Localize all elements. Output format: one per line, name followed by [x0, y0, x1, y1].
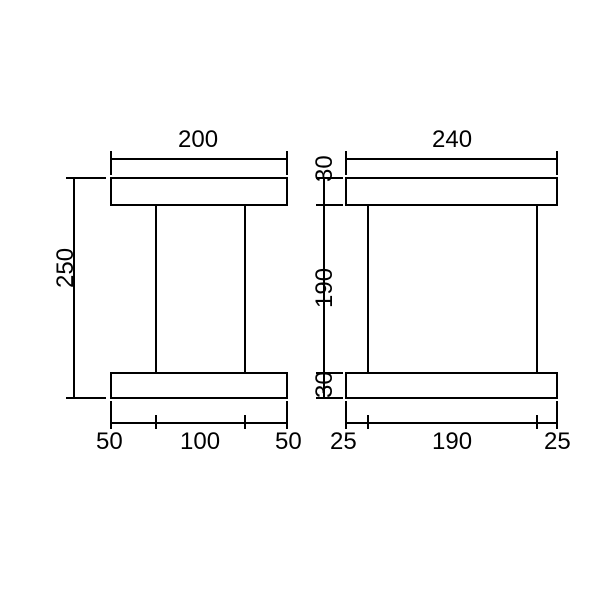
- left-top-rect-l: [110, 177, 112, 206]
- dim-tick: [155, 415, 157, 429]
- right-top-rect-bottom: [345, 204, 558, 206]
- right-bot-rect-l: [345, 372, 347, 399]
- dim-tick: [286, 151, 288, 175]
- left-bot-rect-r: [286, 372, 288, 399]
- right-leg-l: [367, 204, 369, 372]
- dim-tick: [110, 151, 112, 175]
- dim-tick: [367, 415, 369, 429]
- dim-line: [73, 177, 75, 399]
- dim-tick: [536, 415, 538, 429]
- left-bot-rect-l: [110, 372, 112, 399]
- dim-label-50b: 50: [275, 430, 302, 454]
- dim-label-190v: 190: [313, 268, 337, 308]
- dim-tick: [66, 177, 106, 179]
- left-leg-l: [155, 204, 157, 372]
- dim-tick: [556, 401, 558, 429]
- right-top-rect-l: [345, 177, 347, 206]
- dim-tick: [316, 204, 343, 206]
- left-bot-rect-bottom: [110, 397, 288, 399]
- dim-tick: [110, 401, 112, 429]
- dim-label-100: 100: [180, 430, 220, 454]
- dim-tick: [345, 401, 347, 429]
- dim-label-25b: 25: [544, 430, 571, 454]
- dim-line: [110, 422, 288, 424]
- dim-label-50a: 50: [96, 430, 123, 454]
- dim-label-190h: 190: [432, 430, 472, 454]
- dim-label-25a: 25: [330, 430, 357, 454]
- left-bot-rect-top: [110, 372, 288, 374]
- dim-line: [110, 158, 288, 160]
- dim-tick: [244, 415, 246, 429]
- dim-tick: [286, 401, 288, 429]
- dim-label-250: 250: [54, 248, 78, 288]
- dim-label-30b: 30: [313, 371, 337, 398]
- right-bot-rect-top: [345, 372, 558, 374]
- right-bot-rect-bottom: [345, 397, 558, 399]
- left-leg-r: [244, 204, 246, 372]
- dim-label-240: 240: [432, 128, 472, 152]
- right-top-rect-top: [345, 177, 558, 179]
- left-top-rect-top: [110, 177, 288, 179]
- dim-tick: [66, 397, 106, 399]
- dim-line: [345, 158, 558, 160]
- left-top-rect-r: [286, 177, 288, 206]
- dim-label-200: 200: [178, 128, 218, 152]
- technical-drawing: 200 250 50 100 50 240 30 190 30 25 190 2…: [0, 0, 600, 600]
- dim-label-30a: 30: [313, 155, 337, 182]
- dim-line: [345, 422, 558, 424]
- right-bot-rect-r: [556, 372, 558, 399]
- dim-tick: [345, 151, 347, 175]
- dim-tick: [556, 151, 558, 175]
- right-leg-r: [536, 204, 538, 372]
- right-top-rect-r: [556, 177, 558, 206]
- left-top-rect-bottom: [110, 204, 288, 206]
